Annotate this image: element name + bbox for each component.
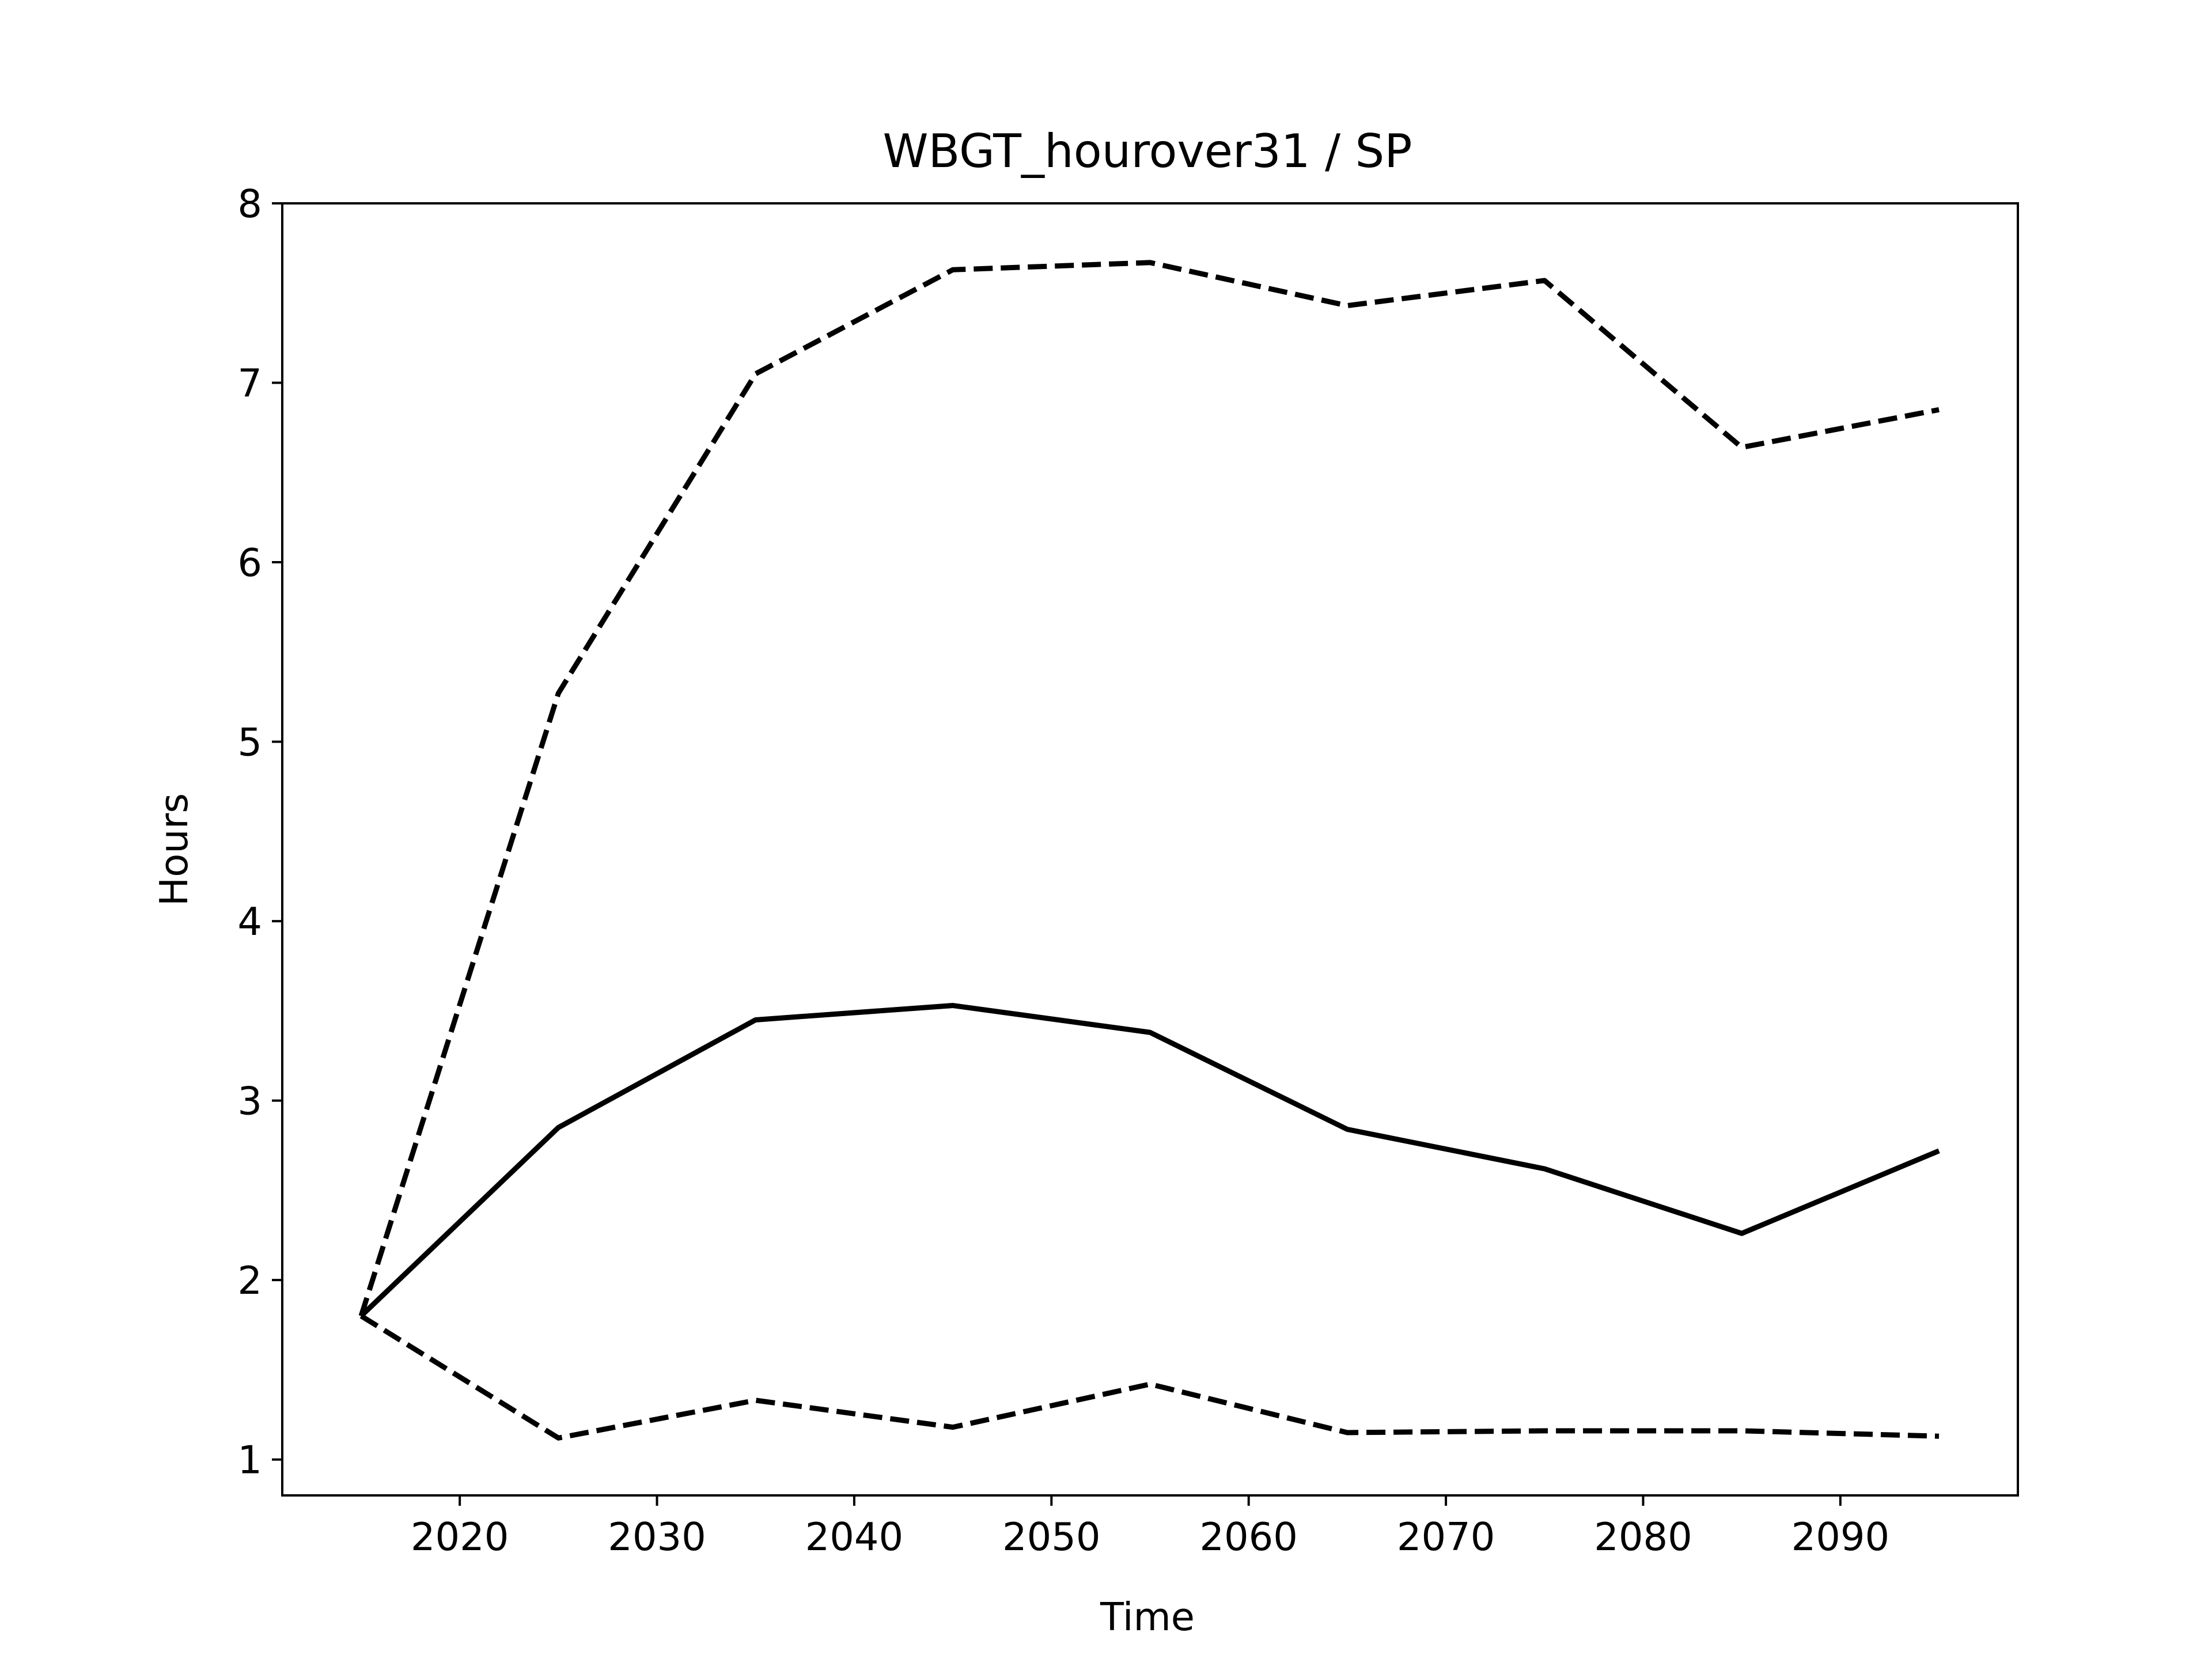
plot-frame	[281, 202, 2019, 1497]
y-tick-label: 6	[237, 540, 262, 585]
y-axis: 1 2 3 4 5 6 7 8	[237, 181, 282, 1483]
x-tick-label: 2090	[1791, 1514, 1890, 1559]
x-tick-label: 2070	[1397, 1514, 1495, 1559]
x-tick-label: 2040	[805, 1514, 904, 1559]
y-tick-label: 5	[237, 720, 262, 765]
x-axis: 2020 2030 2040 2050 2060 2070 2080 2090	[411, 1495, 1889, 1559]
y-tick-label: 3	[237, 1079, 262, 1124]
x-tick-label: 2080	[1594, 1514, 1692, 1559]
y-tick-label: 7	[237, 361, 262, 406]
y-tick-label: 8	[237, 181, 262, 226]
x-tick-label: 2050	[1002, 1514, 1101, 1559]
y-tick-label: 1	[237, 1438, 262, 1483]
y-tick-label: 2	[237, 1258, 262, 1303]
series-layer	[358, 260, 1940, 1441]
x-tick-label: 2030	[608, 1514, 706, 1559]
series-line-1	[358, 260, 1940, 1317]
x-tick-label: 2060	[1199, 1514, 1298, 1559]
series-line-0	[359, 1003, 1940, 1318]
series-line-2	[359, 1313, 1940, 1441]
chart-title: WBGT_hourover31 / SP	[882, 124, 1412, 178]
x-tick-label: 2020	[411, 1514, 509, 1559]
x-axis-label: Time	[1100, 1594, 1195, 1639]
y-tick-label: 4	[237, 899, 262, 944]
y-axis-label: Hours	[151, 793, 196, 906]
